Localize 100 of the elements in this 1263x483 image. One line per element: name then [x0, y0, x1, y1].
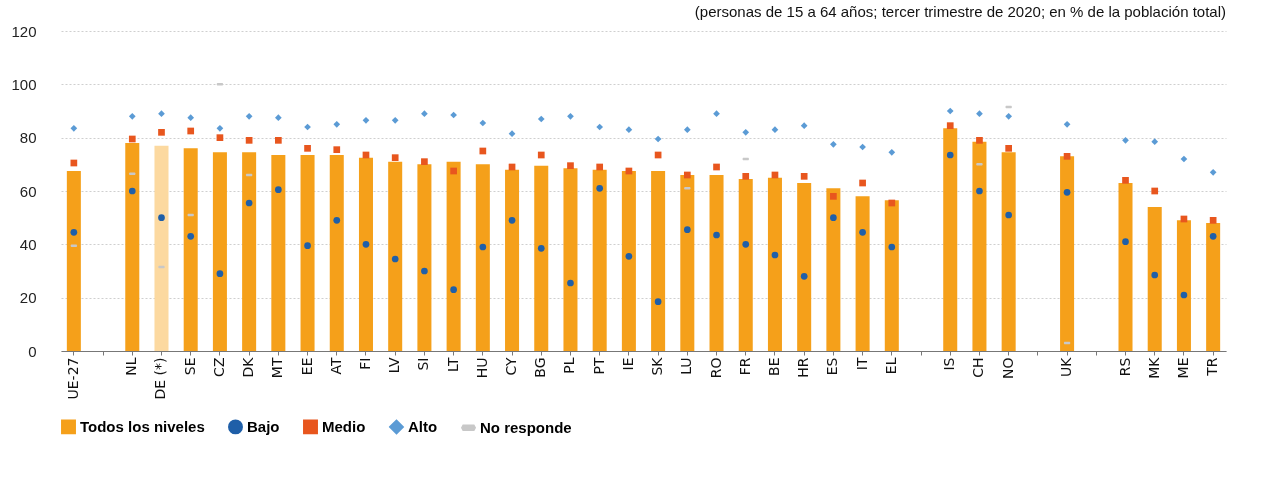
- point: [596, 123, 604, 131]
- point: [830, 140, 837, 148]
- y-tick-label: 0: [28, 342, 37, 360]
- x-tick-label: IS: [941, 357, 958, 371]
- point: [1005, 144, 1013, 152]
- point: [1151, 271, 1159, 279]
- bar: [1176, 220, 1191, 351]
- x-tick-label: BE: [765, 357, 782, 376]
- point: [187, 232, 195, 240]
- point: [158, 110, 165, 118]
- point: [830, 192, 837, 200]
- point: [508, 216, 516, 224]
- point: [1005, 112, 1013, 120]
- point: [1005, 211, 1013, 219]
- x-tick-label: HR: [795, 357, 812, 378]
- bar: [154, 145, 169, 351]
- point: [479, 119, 487, 127]
- x-tick-label: TR: [1204, 357, 1221, 377]
- legend-label: Bajo: [247, 417, 280, 435]
- point: [537, 115, 545, 123]
- point: [946, 107, 954, 115]
- point: [479, 147, 487, 155]
- bar: [1060, 156, 1075, 351]
- bar: [651, 171, 666, 351]
- point: [800, 122, 808, 130]
- bar: [563, 168, 578, 351]
- point: [421, 110, 428, 118]
- bar: [826, 188, 841, 351]
- point: [70, 159, 78, 167]
- x-tick-label: BG: [532, 357, 549, 378]
- chart-subtitle: (personas de 15 a 64 años; tercer trimestre de 2020; en % de la población total): [694, 3, 1226, 20]
- point: [1151, 138, 1159, 146]
- point: [976, 110, 983, 118]
- point: [567, 112, 574, 120]
- bar: [388, 161, 403, 351]
- point: [683, 126, 691, 134]
- x-tick-label: CH: [970, 357, 987, 378]
- point: [450, 167, 457, 175]
- legend-label: Alto: [408, 417, 438, 435]
- x-tick-label: UK: [1058, 356, 1075, 377]
- point: [859, 179, 866, 187]
- point: [274, 186, 282, 194]
- point: [742, 240, 750, 248]
- y-tick-label: 40: [19, 235, 37, 253]
- point: [976, 187, 983, 195]
- y-tick-label: 20: [19, 289, 37, 307]
- bar: [972, 141, 987, 351]
- x-tick-label: HU: [473, 357, 490, 379]
- bar: [680, 175, 695, 351]
- bar: [358, 157, 373, 351]
- point: [567, 162, 574, 170]
- point: [1180, 155, 1188, 163]
- bar: [417, 164, 432, 351]
- x-tick-label: SK: [649, 356, 666, 376]
- point: [274, 136, 282, 144]
- point: [1209, 216, 1217, 224]
- bar: [767, 177, 782, 351]
- point: [1209, 168, 1217, 176]
- point: [421, 158, 428, 166]
- x-tick-label: MT: [269, 357, 286, 379]
- bar: [621, 171, 636, 351]
- point: [1122, 176, 1129, 184]
- x-tick-label: PT: [590, 357, 607, 375]
- x-tick-label: AT: [327, 357, 344, 375]
- point: [391, 116, 399, 124]
- point: [596, 163, 604, 171]
- x-tick-label: LT: [444, 357, 461, 372]
- point: [1122, 238, 1129, 246]
- point: [70, 228, 78, 236]
- bar: [125, 143, 140, 351]
- bar: [475, 164, 490, 351]
- bar: [329, 155, 344, 351]
- point: [1063, 120, 1071, 128]
- x-tick-label: DE (*): [152, 357, 169, 400]
- bar: [592, 169, 607, 351]
- point: [158, 214, 165, 222]
- x-tick-label: LU: [678, 357, 695, 375]
- x-tick-label: LV: [386, 357, 403, 374]
- point: [830, 214, 837, 222]
- point: [1122, 136, 1129, 144]
- point: [421, 267, 428, 275]
- point: [742, 172, 750, 180]
- point: [654, 135, 662, 143]
- point: [508, 130, 516, 138]
- point: [888, 199, 896, 207]
- bar: [1118, 183, 1133, 351]
- bar: [446, 161, 461, 351]
- point: [362, 116, 370, 124]
- point: [771, 126, 779, 134]
- point: [333, 216, 341, 224]
- point: [888, 148, 896, 156]
- legend-label: Todos los niveles: [80, 417, 205, 435]
- bar: [1206, 223, 1221, 351]
- point: [625, 252, 633, 260]
- point: [742, 128, 750, 136]
- point: [479, 243, 487, 251]
- point: [946, 151, 954, 159]
- point: [128, 187, 136, 195]
- point: [245, 199, 253, 207]
- point: [946, 122, 954, 130]
